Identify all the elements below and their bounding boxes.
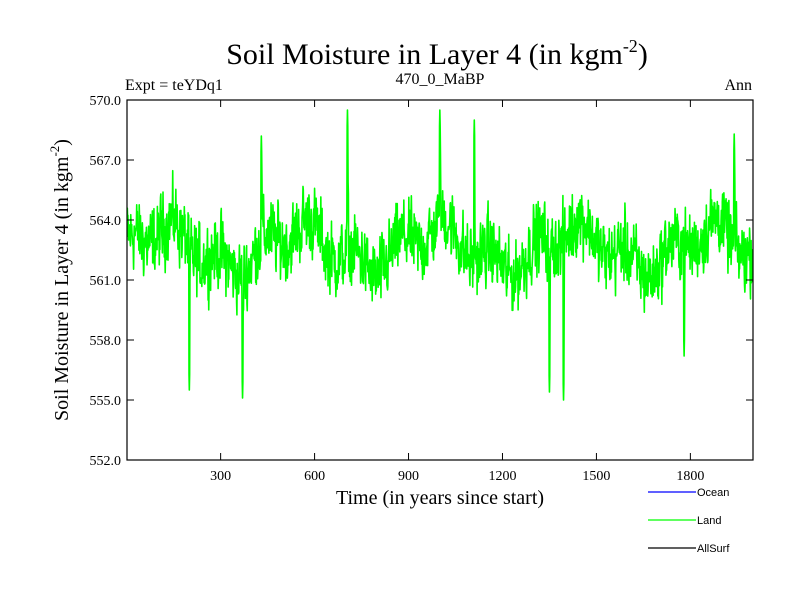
chart-title-superscript: -2 (623, 36, 638, 56)
chart-title: Soil Moisture in Layer 4 (in kgm-2) (226, 36, 648, 71)
y-tick-label: 564.0 (90, 214, 122, 229)
x-tick-label: 1200 (488, 469, 516, 484)
y-tick-label: 552.0 (90, 454, 122, 469)
land-series-line (127, 109, 753, 401)
y-tick-label: 561.0 (90, 274, 122, 289)
legend: Ocean Land AllSurf (648, 487, 730, 555)
y-tick-label: 570.0 (90, 94, 122, 109)
y-tick-label: 558.0 (90, 334, 122, 349)
season-label: Ann (724, 77, 752, 94)
legend-label-ocean: Ocean (697, 487, 729, 499)
y-axis-title: Soil Moisture in Layer 4 (in kgm-2) (47, 139, 73, 421)
x-tick-label: 600 (304, 469, 325, 484)
y-axis-title-superscript: -2 (47, 146, 62, 157)
chart-title-close: ) (638, 38, 648, 71)
experiment-label: Expt = teYDq1 (125, 77, 223, 94)
x-tick-label: 300 (210, 469, 231, 484)
y-tick-label: 555.0 (90, 394, 122, 409)
x-tick-label: 1500 (582, 469, 610, 484)
x-tick-label: 1800 (676, 469, 704, 484)
period-label: 470_0_MaBP (396, 71, 485, 88)
x-tick-label: 900 (398, 469, 419, 484)
legend-label-land: Land (697, 515, 721, 527)
chart-title-main: Soil Moisture in Layer 4 (in kgm (226, 38, 623, 71)
y-axis-title-close: ) (51, 139, 73, 146)
y-axis-title-main: Soil Moisture in Layer 4 (in kgm (51, 156, 73, 421)
y-axis: 552.0 555.0 558.0 561.0 564.0 567.0 570.0 (90, 94, 753, 469)
x-axis-title: Time (in years since start) (336, 487, 544, 509)
legend-label-allsurf: AllSurf (697, 543, 730, 555)
y-tick-label: 567.0 (90, 154, 122, 169)
x-axis: 300 600 900 1200 1500 1800 (210, 100, 704, 484)
